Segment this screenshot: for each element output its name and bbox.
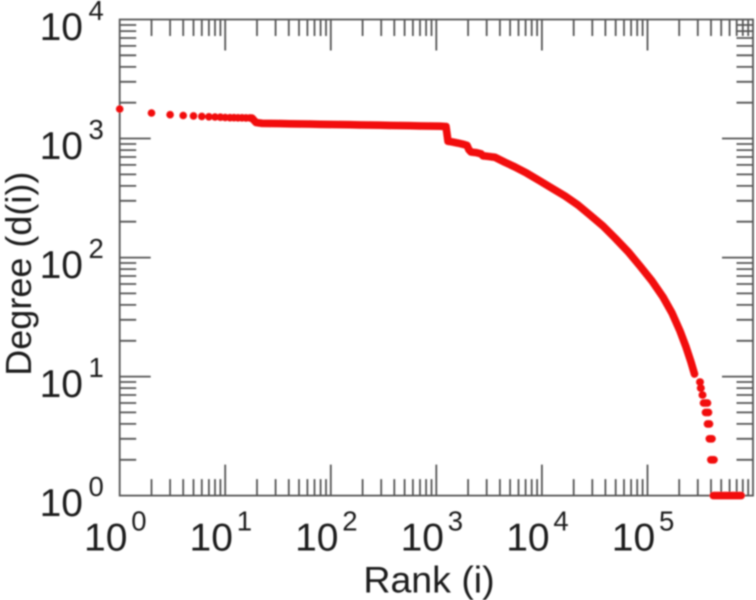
svg-text:10: 10	[40, 6, 83, 49]
svg-text:3: 3	[448, 506, 463, 537]
svg-text:10: 10	[506, 517, 549, 560]
svg-text:10: 10	[401, 517, 444, 560]
svg-text:10: 10	[40, 363, 83, 406]
svg-text:3: 3	[89, 114, 104, 145]
svg-text:4: 4	[553, 506, 568, 537]
svg-text:0: 0	[89, 471, 104, 502]
svg-text:1: 1	[237, 506, 252, 537]
svg-text:Rank (i): Rank (i)	[363, 559, 494, 600]
svg-text:10: 10	[40, 482, 83, 525]
svg-text:10: 10	[612, 517, 655, 560]
svg-text:10: 10	[84, 517, 127, 560]
svg-text:10: 10	[190, 517, 233, 560]
svg-text:2: 2	[89, 233, 104, 264]
svg-text:Degree (d(i)): Degree (d(i))	[0, 172, 39, 376]
svg-text:0: 0	[131, 506, 146, 537]
svg-text:10: 10	[40, 125, 83, 168]
svg-text:2: 2	[342, 506, 357, 537]
svg-text:10: 10	[40, 244, 83, 287]
svg-text:4: 4	[89, 0, 104, 26]
svg-text:1: 1	[89, 352, 104, 383]
svg-text:10: 10	[295, 517, 338, 560]
svg-text:5: 5	[659, 506, 674, 537]
